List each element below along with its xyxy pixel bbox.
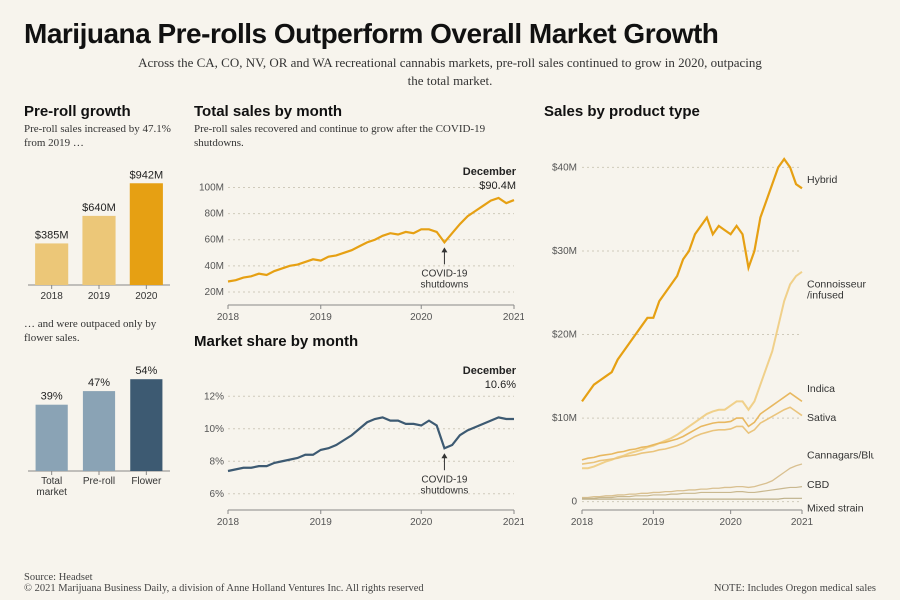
svg-text:47%: 47% [88,377,110,389]
svg-text:/infused: /infused [807,289,844,301]
market-share-line-chart: 6% 8% 10% 12% 2018 2019 2020 2021 December 10.6% C… [194,352,524,532]
left-title: Pre-roll growth [24,103,174,120]
svg-text:10.6%: 10.6% [485,379,516,391]
svg-text:80M: 80M [205,208,224,219]
svg-text:2018: 2018 [41,291,64,302]
footer-source: Source: Headset [24,572,424,583]
svg-text:$640M: $640M [82,202,116,214]
svg-text:$20M: $20M [552,330,577,341]
footer-note: NOTE: Includes Oregon medical sales [714,583,876,594]
svg-text:2020: 2020 [410,517,433,528]
svg-text:2018: 2018 [217,312,240,323]
svg-text:December: December [463,166,517,178]
svg-text:2021: 2021 [503,312,524,323]
mid-bot-title: Market share by month [194,333,524,350]
left-mid-text: … and were outpaced only by flower sales… [24,317,174,346]
svg-text:Cannagars/Blunts: Cannagars/Blunts [807,450,874,462]
svg-text:Sativa: Sativa [807,412,836,424]
left-desc: Pre-roll sales increased by 47.1% from 2… [24,122,174,151]
left-column: Pre-roll growth Pre-roll sales increased… [24,103,174,543]
svg-text:2021: 2021 [791,517,814,528]
page-subhead: Across the CA, CO, NV, OR and WA recreat… [130,54,770,89]
total-sales-line-chart: 20M 40M 60M 80M 100M 2018 2019 2020 2021 December… [194,157,524,327]
svg-text:shutdowns: shutdowns [421,279,469,290]
svg-text:2019: 2019 [642,517,665,528]
svg-text:$10M: $10M [552,413,577,424]
preroll-growth-bar-chart: $385M 2018 $640M 2019 $942M 2020 [24,157,174,307]
svg-text:$40M: $40M [552,163,577,174]
footer: Source: Headset © 2021 Marijuana Busines… [24,572,876,594]
svg-text:$30M: $30M [552,246,577,257]
product-type-line-chart: 0 $10M $20M $30M $40M 2018 2019 2020 2021 Hybrid C… [544,122,874,532]
svg-text:$385M: $385M [35,229,69,241]
svg-text:Total: Total [41,476,62,487]
svg-text:Hybrid: Hybrid [807,174,838,186]
svg-text:Mixed strain: Mixed strain [807,502,864,514]
svg-text:$942M: $942M [130,169,164,181]
footer-copyright: © 2021 Marijuana Business Daily, a divis… [24,583,424,594]
svg-text:2019: 2019 [88,291,111,302]
svg-text:2020: 2020 [720,517,743,528]
svg-text:CBD: CBD [807,479,830,491]
svg-text:2020: 2020 [135,291,158,302]
right-panel: Sales by product type 0 $10M $20M $30M $40M 2… [544,103,874,543]
svg-text:8%: 8% [210,456,225,467]
svg-text:2018: 2018 [571,517,594,528]
svg-text:54%: 54% [135,365,157,377]
svg-text:shutdowns: shutdowns [421,485,469,496]
svg-text:COVID-19: COVID-19 [421,268,468,279]
svg-text:2020: 2020 [410,312,433,323]
svg-text:COVID-19: COVID-19 [421,474,468,485]
svg-text:2019: 2019 [310,312,333,323]
svg-text:6%: 6% [210,489,225,500]
mid-top-desc: Pre-roll sales recovered and continue to… [194,122,524,151]
svg-text:40M: 40M [205,261,224,272]
svg-text:39%: 39% [41,391,63,403]
svg-text:Flower: Flower [131,476,162,487]
svg-text:market: market [36,487,67,498]
svg-text:100M: 100M [199,182,224,193]
mid-top-panel: Total sales by month Pre-roll sales reco… [194,103,524,323]
svg-text:Pre-roll: Pre-roll [83,476,115,487]
svg-text:12%: 12% [204,391,224,402]
svg-text:December: December [463,365,517,377]
mid-bot-panel: Market share by month 6% 8% 10% 12% 2018 2019… [194,333,524,543]
svg-text:2018: 2018 [217,517,240,528]
category-growth-bar-chart: 39% Totalmarket 47% Pre-roll 54% Flower [24,351,174,501]
mid-top-title: Total sales by month [194,103,524,120]
svg-text:Indica: Indica [807,383,835,395]
right-title: Sales by product type [544,103,874,120]
svg-text:2021: 2021 [503,517,524,528]
svg-text:20M: 20M [205,287,224,298]
svg-text:$90.4M: $90.4M [479,180,516,192]
svg-text:10%: 10% [204,424,224,435]
page-title: Marijuana Pre-rolls Outperform Overall M… [24,18,876,50]
svg-text:60M: 60M [205,234,224,245]
svg-text:2019: 2019 [310,517,333,528]
svg-text:0: 0 [571,497,577,508]
